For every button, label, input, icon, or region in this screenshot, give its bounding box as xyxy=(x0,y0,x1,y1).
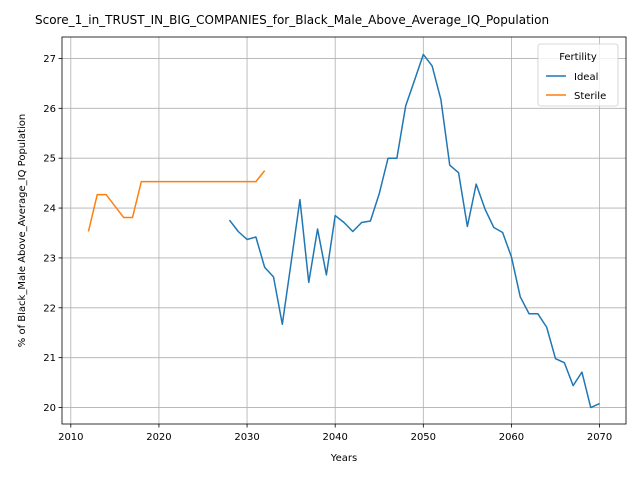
x-tick-label: 2050 xyxy=(411,432,436,443)
legend-label-ideal: Ideal xyxy=(574,72,598,83)
chart-title: Score_1_in_TRUST_IN_BIG_COMPANIES_for_Bl… xyxy=(35,13,549,27)
y-tick-label: 20 xyxy=(43,403,56,414)
series-layer xyxy=(87,53,600,409)
x-tick-label: 2070 xyxy=(587,432,612,443)
y-tick-label: 22 xyxy=(43,303,56,314)
grid xyxy=(62,37,626,424)
series-line-sterile xyxy=(87,170,266,232)
legend-box xyxy=(537,43,619,107)
y-tick-label: 24 xyxy=(43,204,56,215)
legend: Fertility Ideal Sterile xyxy=(537,43,619,107)
x-tick-label: 2030 xyxy=(234,432,259,443)
y-tick-label: 25 xyxy=(43,154,56,165)
legend-label-sterile: Sterile xyxy=(574,91,606,102)
x-tick-label: 2010 xyxy=(58,432,83,443)
x-tick-label: 2020 xyxy=(146,432,171,443)
y-axis-label: % of Black_Male Above_Average_IQ Populat… xyxy=(17,114,28,347)
legend-title: Fertility xyxy=(559,52,597,63)
x-axis-label: Years xyxy=(330,453,357,464)
plot-frame xyxy=(61,36,627,425)
y-tick-label: 26 xyxy=(43,104,56,115)
y-tick-label: 23 xyxy=(43,253,56,264)
series-line-ideal xyxy=(228,53,600,409)
x-tick-label: 2040 xyxy=(322,432,347,443)
y-tick-label: 27 xyxy=(43,54,56,65)
x-tick-label: 2060 xyxy=(499,432,524,443)
x-axis: 2010 2020 2030 2040 2050 2060 2070 xyxy=(58,424,612,443)
y-tick-label: 21 xyxy=(43,353,56,364)
y-axis: 20 21 22 23 24 25 26 27 xyxy=(43,54,62,414)
